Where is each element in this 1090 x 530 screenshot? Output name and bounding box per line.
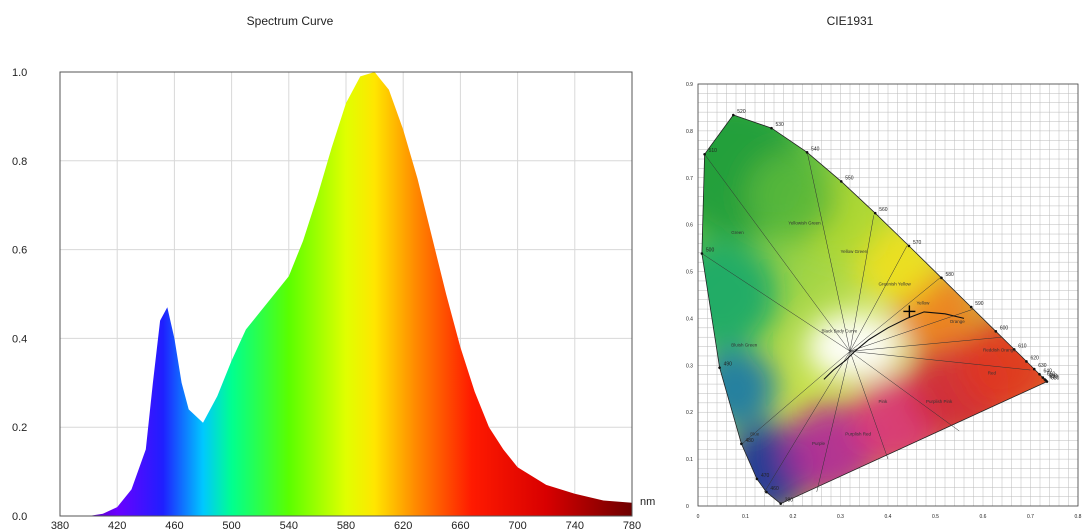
- spectrum-x-ticks: 380 420 460 500 540 580 620 660 700 740 780: [51, 520, 641, 530]
- spectrum-y-tick-label: 0.4: [12, 333, 27, 345]
- spectrum-x-tick-label: 460: [165, 520, 183, 530]
- spectrum-x-tick-label: 580: [337, 520, 355, 530]
- spectrum-y-tick-label: 0.2: [12, 422, 27, 434]
- cie-chart-title: CIE1931: [826, 14, 874, 28]
- spectrum-chart-title: Spectrum Curve: [246, 14, 334, 28]
- spectrum-y-tick-label: 0.6: [12, 245, 27, 257]
- spectrum-y-ticks: 0.0 0.2 0.4 0.6 0.8 1.0: [12, 67, 27, 523]
- spectrum-frame: [59, 71, 633, 517]
- spectrum-area: [60, 72, 632, 516]
- spectrum-y-tick-label: 0.8: [12, 156, 27, 168]
- spectrum-x-tick-label: 660: [451, 520, 469, 530]
- spectrum-y-tick-label: 1.0: [12, 67, 27, 79]
- spectrum-y-tick-label: 0.0: [12, 511, 27, 523]
- spectrum-x-tick-label: 420: [108, 520, 126, 530]
- spectrum-x-tick-label: 380: [51, 520, 69, 530]
- spectrum-x-tick-label: 540: [280, 520, 298, 530]
- spectrum-x-axis-label: nm: [640, 496, 655, 508]
- spectrum-x-tick-label: 700: [508, 520, 526, 530]
- spectrum-x-tick-label: 620: [394, 520, 412, 530]
- spectrum-x-tick-label: 500: [222, 520, 240, 530]
- spectrum-x-tick-label: 740: [566, 520, 584, 530]
- spectrum-x-tick-label: 780: [623, 520, 641, 530]
